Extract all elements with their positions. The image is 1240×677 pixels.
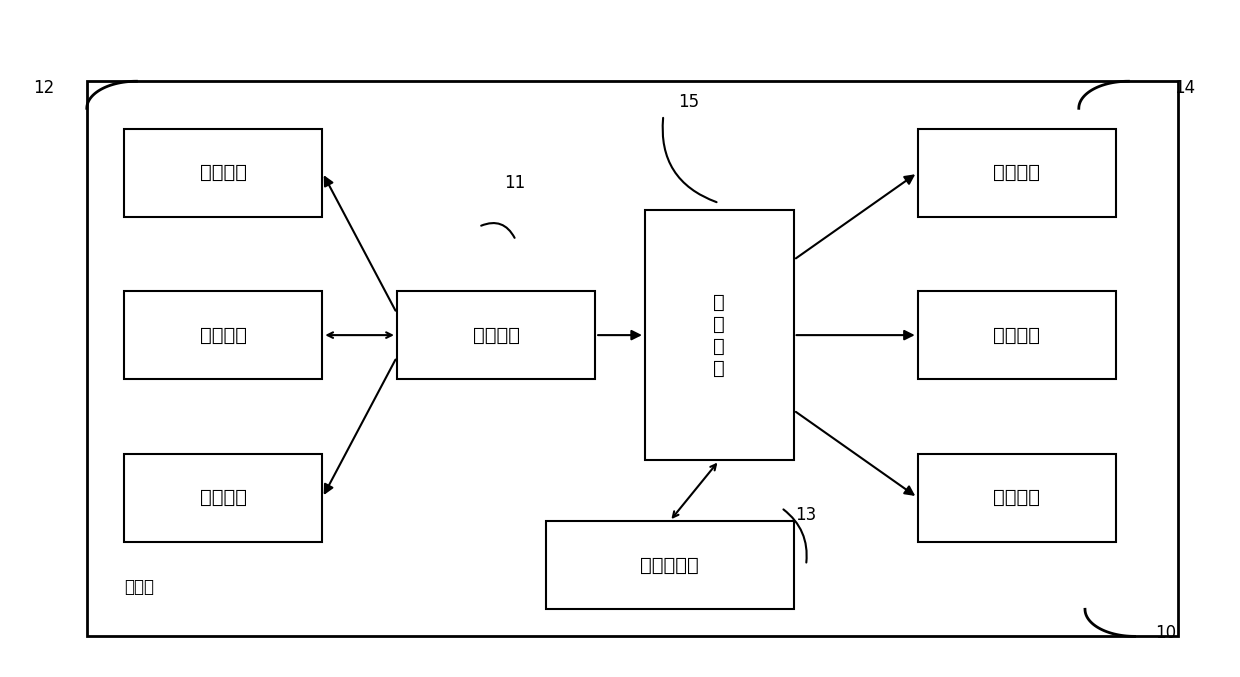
FancyBboxPatch shape [124, 454, 322, 542]
Text: 消
息
队
列: 消 息 队 列 [713, 292, 725, 378]
Text: 14: 14 [1173, 79, 1195, 97]
Text: 业务服务: 业务服务 [200, 326, 247, 345]
Text: 业务服务: 业务服务 [200, 488, 247, 507]
Text: 10: 10 [1154, 624, 1177, 642]
Text: 服务端: 服务端 [124, 577, 154, 596]
FancyBboxPatch shape [546, 521, 794, 609]
Text: 业务服务: 业务服务 [200, 163, 247, 182]
FancyBboxPatch shape [918, 129, 1116, 217]
FancyBboxPatch shape [645, 210, 794, 460]
FancyBboxPatch shape [918, 291, 1116, 379]
Text: 汇聚服务: 汇聚服务 [472, 326, 520, 345]
Text: 11: 11 [503, 174, 526, 192]
FancyBboxPatch shape [87, 81, 1178, 636]
Text: 处理服务: 处理服务 [993, 488, 1040, 507]
Text: 处理服务: 处理服务 [993, 163, 1040, 182]
FancyBboxPatch shape [918, 454, 1116, 542]
Text: 标准化服务: 标准化服务 [640, 556, 699, 575]
Text: 12: 12 [32, 79, 55, 97]
Text: 13: 13 [795, 506, 817, 523]
Text: 15: 15 [677, 93, 699, 110]
FancyBboxPatch shape [124, 129, 322, 217]
FancyBboxPatch shape [124, 291, 322, 379]
FancyBboxPatch shape [397, 291, 595, 379]
Text: 处理服务: 处理服务 [993, 326, 1040, 345]
